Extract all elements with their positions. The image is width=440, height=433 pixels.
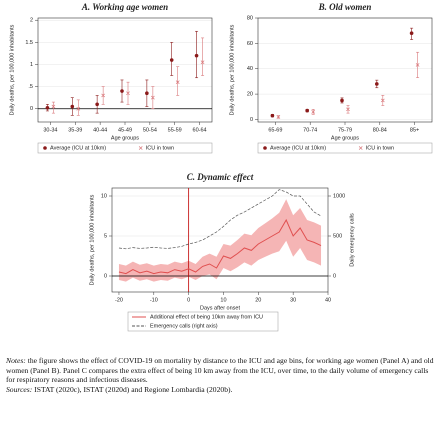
point: [375, 82, 379, 86]
x-tick-label: 70-74: [303, 127, 317, 133]
confidence-band: [118, 199, 322, 282]
y-tick-label: 2: [30, 18, 33, 24]
x-tick-label: 30: [290, 297, 296, 303]
series-line: [118, 189, 322, 250]
y2-axis-label: Daily emergency calls: [349, 213, 355, 267]
y-tick-label: 10: [101, 193, 107, 199]
y-tick-label: 40: [247, 66, 253, 72]
legend-marker: [358, 146, 363, 150]
point: [169, 58, 174, 62]
point: [305, 108, 310, 113]
point: [409, 31, 414, 36]
point: [120, 89, 124, 93]
point: [126, 91, 130, 96]
point: [200, 60, 205, 65]
x-tick-label: 85+: [410, 127, 419, 133]
notes-label: Notes:: [6, 356, 26, 365]
notes: Notes: the figure shows the effect of CO…: [6, 356, 434, 394]
sources-paragraph: Sources: ISTAT (2020c), ISTAT (2020d) an…: [6, 385, 434, 395]
x-tick-label: 80-84: [373, 127, 387, 133]
notes-text: the figure shows the effect of COVID-19 …: [6, 356, 434, 385]
x-axis-label: Days after onset: [200, 305, 241, 311]
x-axis-label: Age groups: [111, 135, 139, 141]
x-tick-label: 45-49: [118, 127, 132, 133]
plot-frame: [257, 17, 433, 123]
plot-frame: [111, 187, 329, 293]
x-tick-label: 65-69: [268, 127, 282, 133]
y-tick-label: 0: [250, 117, 253, 123]
point: [76, 106, 81, 111]
legend-label: Additional effect of being 10km away fro…: [150, 314, 263, 320]
x-tick-label: 0: [187, 297, 190, 303]
legend-marker: [263, 146, 267, 150]
point: [151, 95, 155, 100]
point: [95, 102, 99, 107]
y-axis-label: Daily deaths, per 100,000 inhabitants: [9, 24, 15, 115]
y-tick-label: 60: [247, 41, 253, 47]
x-tick-label: 35-39: [68, 127, 82, 133]
x-axis-label: Age groups: [331, 135, 359, 141]
legend-marker: [138, 146, 143, 150]
plot-frame: [37, 17, 213, 123]
x-tick-label: -20: [115, 297, 123, 303]
x-tick-label: 50-54: [143, 127, 157, 133]
legend-box: [37, 142, 213, 154]
point: [51, 104, 56, 109]
y-axis-label: Daily deaths, per 100,000 inhabitants: [89, 194, 95, 285]
figure: A. Working age women 0 .5 1 1.5 2 30-34 35-39 40…: [9, 2, 433, 332]
point: [380, 98, 385, 103]
point: [145, 91, 149, 96]
y2-tick-label: 500: [333, 233, 342, 239]
y-tick-label: 1.5: [25, 40, 33, 46]
x-tick-label: 20: [255, 297, 261, 303]
point: [194, 53, 199, 58]
y-tick-label: 1: [30, 62, 33, 68]
x-tick-label: 40: [325, 297, 331, 303]
legend-label: Average (ICU at 10km): [270, 145, 326, 151]
point: [415, 63, 420, 67]
legend-marker: [43, 146, 47, 150]
point: [70, 104, 75, 109]
point: [175, 80, 180, 85]
legend-label: ICU in town: [146, 145, 174, 151]
panel-title: C. Dynamic effect: [187, 172, 254, 182]
point: [346, 107, 350, 112]
y-tick-label: 0: [104, 273, 107, 279]
legend-box: [127, 311, 279, 332]
sources-text: ISTAT (2020c), ISTAT (2020d) and Regione…: [34, 384, 233, 394]
point: [311, 110, 316, 114]
x-tick-label: 75-79: [338, 127, 352, 133]
y-tick-label: 5: [104, 233, 107, 239]
point: [340, 98, 344, 103]
x-tick-label: 30-34: [43, 127, 57, 133]
legend-label: Average (ICU at 10km): [50, 145, 106, 151]
y-tick-label: .5: [28, 84, 33, 90]
y-tick-label: 20: [247, 92, 253, 98]
x-tick-label: -10: [150, 297, 158, 303]
point: [101, 93, 105, 98]
y2-tick-label: 0: [333, 273, 336, 279]
x-tick-label: 40-44: [93, 127, 107, 133]
point: [276, 115, 281, 119]
y-tick-label: 0: [30, 106, 33, 112]
notes-paragraph: Notes: the figure shows the effect of CO…: [6, 356, 434, 385]
legend-box: [257, 142, 433, 154]
point: [270, 113, 275, 118]
legend-label: ICU in town: [366, 145, 394, 151]
sources-label: Sources:: [6, 384, 33, 394]
legend-label: Emergency calls (right axis): [150, 323, 218, 329]
x-tick-label: 60-64: [193, 127, 207, 133]
y-axis-label: Daily deaths, per 100,000 inhabitants: [229, 24, 235, 115]
point: [45, 106, 50, 110]
y2-tick-label: 1000: [333, 193, 345, 199]
x-tick-label: 55-59: [168, 127, 182, 133]
panel-title: B. Old women: [318, 2, 372, 12]
series-line: [118, 218, 322, 275]
x-tick-label: 10: [220, 297, 226, 303]
panel-title: A. Working age women: [81, 2, 168, 12]
y-tick-label: 80: [247, 15, 253, 21]
